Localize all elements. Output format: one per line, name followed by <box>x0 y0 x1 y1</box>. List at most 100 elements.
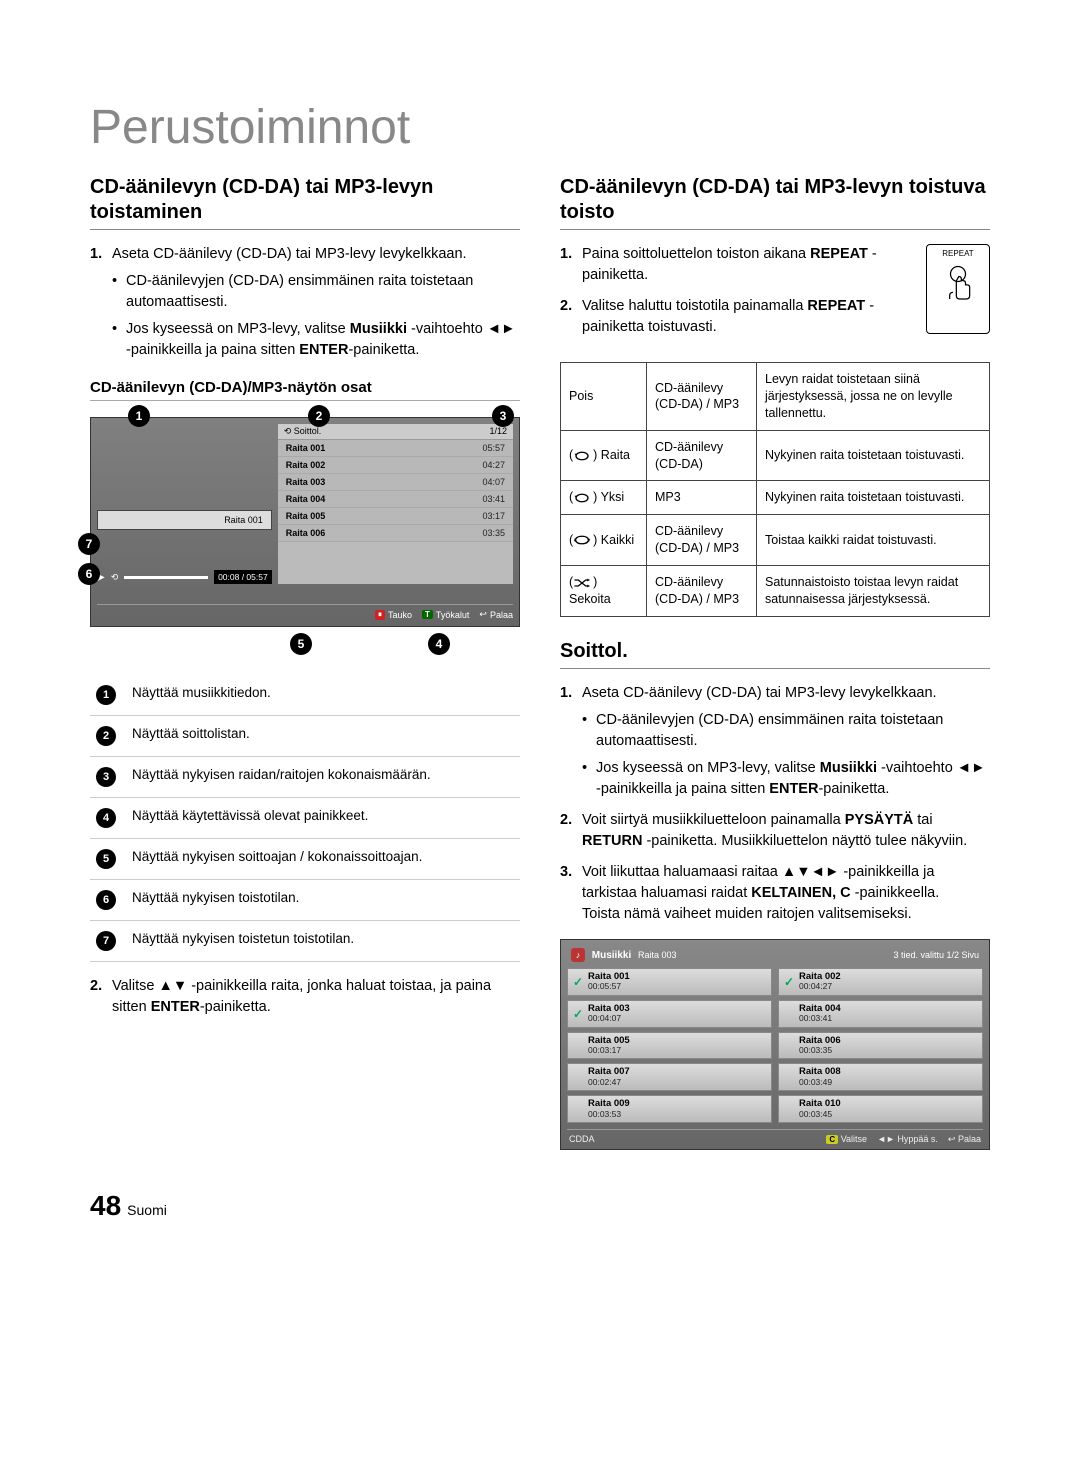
hand-press-icon <box>941 264 975 314</box>
screen-footer: ⏸Tauko TTyökalut ↩ Palaa <box>97 604 513 620</box>
repeat-table-row: () RaitaCD-äänilevy (CD-DA)Nykyinen rait… <box>561 430 990 481</box>
legend-row: 1 Näyttää musiikkitiedon. <box>90 675 520 716</box>
repeat-format: CD-äänilevy (CD-DA) / MP3 <box>647 515 757 566</box>
bullet: Jos kyseessä on MP3-levy, valitse Musiik… <box>582 758 990 800</box>
repeat-desc: Levyn raidat toistetaan siinä järjestyks… <box>757 363 990 431</box>
progress-row: ▶ ⟲ 00:08 / 05:57 <box>97 570 272 584</box>
left-column: CD-äänilevyn (CD-DA) tai MP3-levyn toist… <box>90 175 520 1150</box>
repeat-mode: () Kaikki <box>561 515 647 566</box>
music-item: Raita 00600:03:35 <box>778 1032 983 1060</box>
disc-type: CDDA <box>569 1134 595 1144</box>
music-icon: ♪ <box>571 948 585 962</box>
step-text: Aseta CD-äänilevy (CD-DA) tai MP3-levy l… <box>112 246 467 262</box>
track-row: Raita 00603:35 <box>278 525 513 542</box>
legend-text: Näyttää käytettävissä olevat painikkeet. <box>126 798 520 839</box>
music-count: 3 tied. valittu 1/2 Sivu <box>893 950 979 960</box>
repeat-table-row: () YksiMP3Nykyinen raita toistetaan tois… <box>561 481 990 515</box>
check-icon: ✓ <box>783 975 795 989</box>
repeat-format: MP3 <box>647 481 757 515</box>
remote-label: REPEAT <box>942 249 973 258</box>
track-row: Raita 00304:07 <box>278 474 513 491</box>
repeat-table-row: () SekoitaCD-äänilevy (CD-DA) / MP3Satun… <box>561 566 990 617</box>
callout-1: 1 <box>128 405 150 427</box>
legend-number: 4 <box>96 808 116 828</box>
track-row: Raita 00204:27 <box>278 457 513 474</box>
callout-7: 7 <box>78 533 100 555</box>
legend-text: Näyttää nykyisen raidan/raitojen kokonai… <box>126 757 520 798</box>
music-item: Raita 00400:03:41 <box>778 1000 983 1028</box>
music-item: Raita 00800:03:49 <box>778 1063 983 1091</box>
legend-text: Näyttää nykyisen soittoajan / kokonaisso… <box>126 839 520 880</box>
music-item: Raita 00900:03:53 <box>567 1095 772 1123</box>
callout-5: 5 <box>290 633 312 655</box>
repeat-mode-table: PoisCD-äänilevy (CD-DA) / MP3Levyn raida… <box>560 362 990 617</box>
repeat-desc: Nykyinen raita toistetaan toistuvasti. <box>757 481 990 515</box>
repeat-mode: () Raita <box>561 430 647 481</box>
legend-number: 5 <box>96 849 116 869</box>
repeat-table-row: () KaikkiCD-äänilevy (CD-DA) / MP3Toista… <box>561 515 990 566</box>
left-step-2: 2. Valitse ▲▼ -painikkeilla raita, jonka… <box>90 976 520 1018</box>
track-row: Raita 00105:57 <box>278 440 513 457</box>
right-step-2: 2. Valitse haluttu toistotila painamalla… <box>560 296 916 338</box>
track-row: Raita 00403:41 <box>278 491 513 508</box>
track-row: Raita 00503:17 <box>278 508 513 525</box>
legend-text: Näyttää nykyisen toistotilan. <box>126 880 520 921</box>
music-subtitle: Raita 003 <box>638 950 677 960</box>
legend-text: Näyttää musiikkitiedon. <box>126 675 520 716</box>
track-list: Raita 00105:57Raita 00204:27Raita 00304:… <box>278 440 513 584</box>
music-grid: ✓Raita 00100:05:57✓Raita 00200:04:27✓Rai… <box>567 968 983 1123</box>
page-footer: 48 Suomi <box>90 1190 990 1222</box>
step-number: 1. <box>90 244 102 265</box>
bullet: CD-äänilevyjen (CD-DA) ensimmäinen raita… <box>112 271 520 313</box>
repeat-desc: Nykyinen raita toistetaan toistuvasti. <box>757 430 990 481</box>
right-column: CD-äänilevyn (CD-DA) tai MP3-levyn toist… <box>560 175 990 1150</box>
callout-4: 4 <box>428 633 450 655</box>
repeat-desc: Toistaa kaikki raidat toistuvasti. <box>757 515 990 566</box>
music-item: ✓Raita 00300:04:07 <box>567 1000 772 1028</box>
left-heading: CD-äänilevyn (CD-DA) tai MP3-levyn toist… <box>90 175 520 230</box>
repeat-mode-icon: ⟲ <box>111 572 119 583</box>
callout-3: 3 <box>492 405 514 427</box>
repeat-desc: Satunnaistoisto toistaa levyn raidat sat… <box>757 566 990 617</box>
music-item: Raita 01000:03:45 <box>778 1095 983 1123</box>
cd-screen: Raita 001 ▶ ⟲ 00:08 / 05:57 ⟲ Soittol. 1… <box>90 417 520 627</box>
music-title: Musiikki <box>592 950 631 961</box>
legend-row: 6Näyttää nykyisen toistotilan. <box>90 880 520 921</box>
legend-row: 3Näyttää nykyisen raidan/raitojen kokona… <box>90 757 520 798</box>
page-number: 48 <box>90 1190 121 1222</box>
legend-number: 1 <box>96 685 116 705</box>
legend-text: Näyttää nykyisen toistetun toistotilan. <box>126 921 520 962</box>
legend-number: 7 <box>96 931 116 951</box>
right-step-1: 1. Paina soittoluettelon toiston aikana … <box>560 244 916 286</box>
soittol-step-2: 2. Voit siirtyä musiikkiluetteloon paina… <box>560 810 990 852</box>
legend-row: 4 Näyttää käytettävissä olevat painikkeet… <box>90 798 520 839</box>
legend-row: 2Näyttää soittolistan. <box>90 716 520 757</box>
music-item: Raita 00700:02:47 <box>567 1063 772 1091</box>
soittol-heading: Soittol. <box>560 639 990 669</box>
music-item: ✓Raita 00200:04:27 <box>778 968 983 996</box>
legend-row: 7 Näyttää nykyisen toistetun toistotilan. <box>90 921 520 962</box>
page-lang: Suomi <box>127 1202 167 1218</box>
music-item: Raita 00500:03:17 <box>567 1032 772 1060</box>
repeat-format: CD-äänilevy (CD-DA) / MP3 <box>647 363 757 431</box>
repeat-mode: Pois <box>561 363 647 431</box>
callout-6: 6 <box>78 563 100 585</box>
legend-table: 1 Näyttää musiikkitiedon.2Näyttää soittol… <box>90 675 520 962</box>
legend-text: Näyttää soittolistan. <box>126 716 520 757</box>
position-indicator: 1/12 <box>489 426 507 437</box>
current-track-box: Raita 001 <box>97 510 272 530</box>
soittol-step-1: 1. Aseta CD-äänilevy (CD-DA) tai MP3-lev… <box>560 683 990 800</box>
bullet: CD-äänilevyjen (CD-DA) ensimmäinen raita… <box>582 710 990 752</box>
left-step-1: 1. Aseta CD-äänilevy (CD-DA) tai MP3-lev… <box>90 244 520 361</box>
check-icon: ✓ <box>572 1007 584 1021</box>
repeat-mode: () Sekoita <box>561 566 647 617</box>
check-icon: ✓ <box>572 975 584 989</box>
cd-screen-figure: Raita 001 ▶ ⟲ 00:08 / 05:57 ⟲ Soittol. 1… <box>90 417 520 627</box>
music-list-screen: ♪ Musiikki Raita 003 3 tied. valittu 1/2… <box>560 939 990 1150</box>
repeat-format: CD-äänilevy (CD-DA) <box>647 430 757 481</box>
remote-button-figure: REPEAT <box>926 244 990 334</box>
right-heading: CD-äänilevyn (CD-DA) tai MP3-levyn toist… <box>560 175 990 230</box>
left-subheading: CD-äänilevyn (CD-DA)/MP3-näytön osat <box>90 379 520 401</box>
step-number: 2. <box>90 976 102 997</box>
soittol-step-3: 3. Voit liikuttaa haluamaasi raitaa ▲▼◄►… <box>560 862 990 925</box>
